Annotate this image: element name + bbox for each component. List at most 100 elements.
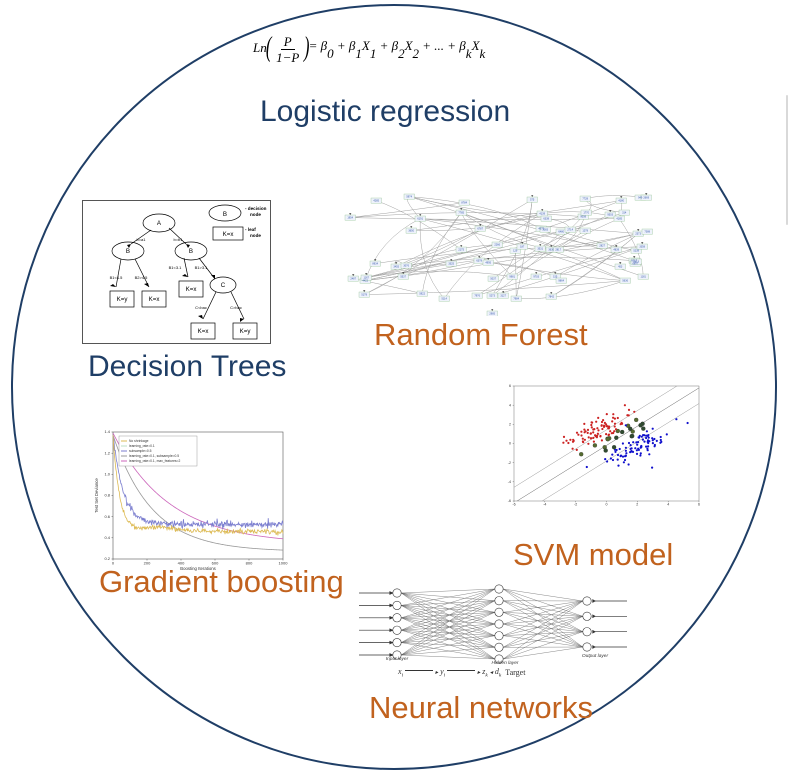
svg-text:7785: 7785: [458, 212, 464, 215]
svg-text:5238: 5238: [633, 250, 639, 253]
svg-text:6191: 6191: [417, 218, 423, 221]
svg-text:K=x: K=x: [149, 296, 161, 303]
svg-text:7984: 7984: [513, 298, 519, 301]
svg-text:1770: 1770: [583, 212, 589, 215]
svg-text:0: 0: [606, 503, 608, 507]
svg-text:0: 0: [509, 442, 511, 446]
svg-text:K=y: K=y: [117, 296, 129, 303]
svg-text:-2: -2: [508, 461, 511, 465]
svg-text:2669: 2669: [643, 197, 649, 200]
svg-text:129: 129: [513, 250, 518, 253]
svg-text:Hidden layer: Hidden layer: [492, 660, 519, 666]
svg-text:949: 949: [638, 197, 643, 200]
svg-text:3325: 3325: [448, 263, 454, 266]
svg-text:Output layer: Output layer: [582, 653, 609, 659]
svg-text:b=b1: b=b1: [173, 237, 183, 242]
svg-text:3531: 3531: [537, 248, 543, 251]
svg-text:5922: 5922: [419, 293, 425, 296]
svg-text:3650: 3650: [408, 230, 414, 233]
svg-text:2827: 2827: [599, 245, 605, 248]
svg-text:-2: -2: [574, 503, 577, 507]
svg-text:4995: 4995: [485, 262, 491, 265]
svg-text:3358: 3358: [639, 246, 645, 249]
svg-text:2985: 2985: [489, 313, 495, 316]
svg-text:1181: 1181: [641, 276, 647, 279]
svg-text:7842: 7842: [548, 296, 554, 299]
svg-text:K=x: K=x: [223, 231, 235, 238]
svg-text:2819: 2819: [633, 261, 639, 264]
svg-text:6: 6: [509, 384, 511, 388]
svg-text:subsample=0.5: subsample=0.5: [129, 449, 152, 453]
svg-text:453: 453: [618, 266, 623, 269]
svg-text:7388: 7388: [644, 231, 650, 234]
svg-text:4: 4: [509, 403, 511, 407]
svg-text:3083: 3083: [542, 229, 548, 232]
svg-text:b=a1: b=a1: [136, 237, 146, 242]
svg-text:0.4: 0.4: [104, 535, 110, 540]
svg-text:2: 2: [509, 423, 511, 427]
svg-text:B1<4.5: B1<4.5: [110, 275, 124, 280]
svg-text:3127: 3127: [500, 295, 506, 298]
svg-text:learning_rate=0.1, subsample=0: learning_rate=0.1, subsample=0.5: [129, 454, 179, 458]
svg-text:-4: -4: [508, 480, 511, 484]
svg-text:4422: 4422: [362, 280, 368, 283]
svg-text:4839: 4839: [613, 249, 619, 252]
svg-text:5537: 5537: [400, 276, 406, 279]
svg-text:9703: 9703: [533, 276, 539, 279]
svg-text:K=y: K=y: [240, 328, 252, 335]
svg-text:4185: 4185: [616, 218, 622, 221]
svg-text:7976: 7976: [474, 295, 480, 298]
svg-text:2373: 2373: [635, 233, 641, 236]
svg-text:-6: -6: [508, 499, 511, 503]
svg-text:-6: -6: [512, 503, 515, 507]
svg-text:-4: -4: [543, 503, 546, 507]
svg-text:K=x: K=x: [186, 286, 198, 293]
svg-text:B2>4.5: B2>4.5: [135, 275, 149, 280]
svg-text:5037: 5037: [490, 278, 496, 281]
svg-text:4: 4: [667, 503, 669, 507]
svg-text:2266: 2266: [494, 244, 500, 247]
svg-text:0.8: 0.8: [104, 493, 110, 498]
svg-text:B1<3.1: B1<3.1: [169, 265, 183, 270]
svg-text:Test Set Deviance: Test Set Deviance: [94, 478, 99, 513]
svg-text:9503: 9503: [607, 214, 613, 217]
svg-text:9864: 9864: [558, 280, 564, 283]
svg-text:4285: 4285: [373, 200, 379, 203]
svg-text:Input layer: Input layer: [386, 656, 409, 662]
svg-text:No shrinkage: No shrinkage: [129, 439, 149, 443]
svg-text:4139: 4139: [539, 213, 545, 216]
svg-text:A: A: [157, 220, 162, 227]
svg-text:5636: 5636: [622, 280, 628, 283]
svg-text:- leaf: - leaf: [245, 227, 256, 232]
svg-text:575: 575: [530, 199, 535, 202]
svg-text:6378: 6378: [476, 260, 482, 263]
svg-text:B: B: [126, 248, 130, 255]
svg-text:5974: 5974: [406, 196, 412, 199]
svg-text:4180: 4180: [618, 200, 624, 203]
svg-text:155: 155: [553, 276, 558, 279]
svg-text:2: 2: [636, 503, 638, 507]
svg-text:6: 6: [698, 503, 700, 507]
svg-text:1.4: 1.4: [104, 429, 110, 434]
svg-text:5114: 5114: [442, 298, 448, 301]
svg-text:C: C: [221, 282, 226, 289]
svg-text:learning_rate=0.1, max_feature: learning_rate=0.1, max_features=2: [129, 459, 180, 463]
svg-text:9008: 9008: [580, 216, 586, 219]
svg-text:2714: 2714: [567, 229, 573, 232]
svg-text:7728: 7728: [582, 198, 588, 201]
svg-text:1167: 1167: [364, 277, 370, 280]
svg-text:187: 187: [520, 246, 525, 249]
svg-text:314: 314: [622, 212, 627, 215]
svg-text:2175: 2175: [458, 249, 464, 252]
svg-text:8934: 8934: [372, 263, 378, 266]
svg-text:3455: 3455: [393, 266, 399, 269]
svg-text:6338: 6338: [543, 218, 549, 221]
svg-text:node: node: [250, 233, 261, 238]
svg-text:C>bac: C>bac: [230, 305, 242, 310]
svg-text:node: node: [250, 212, 261, 217]
svg-text:3076: 3076: [403, 265, 409, 268]
svg-text:0.2: 0.2: [104, 556, 110, 561]
svg-text:0.6: 0.6: [104, 514, 110, 519]
svg-text:C<bac: C<bac: [195, 305, 207, 310]
svg-text:6480: 6480: [558, 231, 564, 234]
